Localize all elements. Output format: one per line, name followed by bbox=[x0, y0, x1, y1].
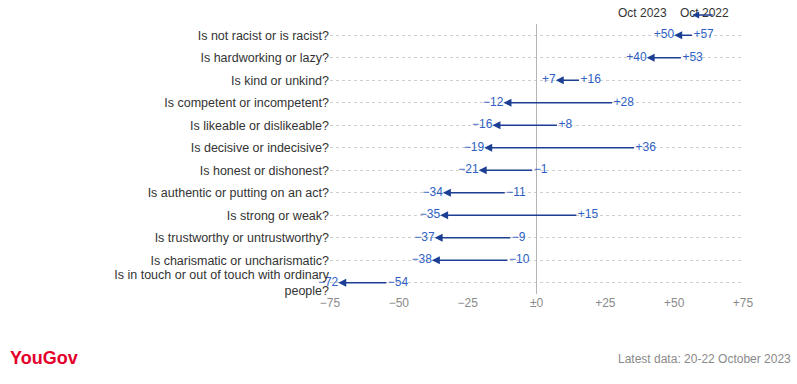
svg-text:Oct 2023: Oct 2023 bbox=[618, 6, 667, 20]
svg-text:Is charismatic or uncharismati: Is charismatic or uncharismatic? bbox=[150, 254, 329, 268]
svg-text:Is not racist or is racist?: Is not racist or is racist? bbox=[198, 29, 329, 43]
svg-text:−16: −16 bbox=[472, 117, 493, 131]
svg-text:+53: +53 bbox=[682, 50, 703, 64]
svg-text:Is likeable or dislikeable?: Is likeable or dislikeable? bbox=[190, 119, 329, 133]
svg-text:+25: +25 bbox=[595, 296, 616, 310]
svg-text:+75: +75 bbox=[733, 296, 754, 310]
svg-text:+8: +8 bbox=[559, 117, 573, 131]
svg-text:Is authentic or putting on an: Is authentic or putting on an act? bbox=[148, 186, 329, 200]
svg-text:+57: +57 bbox=[693, 27, 714, 41]
svg-text:+50: +50 bbox=[664, 296, 685, 310]
svg-text:+15: +15 bbox=[578, 207, 599, 221]
svg-text:+7: +7 bbox=[542, 72, 556, 86]
svg-text:−11: −11 bbox=[506, 185, 526, 199]
svg-text:−12: −12 bbox=[483, 95, 504, 109]
svg-text:Oct 2022: Oct 2022 bbox=[680, 6, 729, 20]
svg-text:+40: +40 bbox=[626, 50, 647, 64]
svg-text:−25: −25 bbox=[457, 296, 478, 310]
svg-text:Is kind or unkind?: Is kind or unkind? bbox=[231, 74, 329, 88]
svg-text:Latest data: 20-22 October 202: Latest data: 20-22 October 2023 bbox=[618, 352, 791, 366]
svg-text:−72: −72 bbox=[318, 275, 339, 289]
svg-text:±0: ±0 bbox=[530, 296, 544, 310]
svg-text:−10: −10 bbox=[509, 252, 530, 266]
svg-text:−19: −19 bbox=[464, 140, 485, 154]
svg-text:−50: −50 bbox=[389, 296, 410, 310]
svg-text:−1: −1 bbox=[534, 162, 548, 176]
svg-text:Is competent or incompetent?: Is competent or incompetent? bbox=[164, 96, 329, 110]
svg-text:Is honest or dishonest?: Is honest or dishonest? bbox=[200, 164, 329, 178]
svg-text:Is decisive or indecisive?: Is decisive or indecisive? bbox=[191, 141, 329, 155]
svg-text:+28: +28 bbox=[614, 95, 635, 109]
svg-text:YouGov: YouGov bbox=[10, 348, 78, 368]
svg-text:−35: −35 bbox=[420, 207, 441, 221]
svg-text:+36: +36 bbox=[636, 140, 657, 154]
svg-text:Is in touch or out of touch wi: Is in touch or out of touch with ordinar… bbox=[114, 268, 329, 298]
svg-text:−38: −38 bbox=[412, 252, 433, 266]
svg-text:Is strong or weak?: Is strong or weak? bbox=[227, 209, 329, 223]
svg-text:−37: −37 bbox=[414, 230, 435, 244]
svg-text:−9: −9 bbox=[512, 230, 526, 244]
svg-text:+50: +50 bbox=[654, 27, 675, 41]
svg-text:−75: −75 bbox=[320, 296, 341, 310]
svg-text:−21: −21 bbox=[458, 162, 479, 176]
svg-text:Is hardworking or lazy?: Is hardworking or lazy? bbox=[200, 51, 329, 65]
svg-text:Is trustworthy or untrustworth: Is trustworthy or untrustworthy? bbox=[155, 231, 329, 245]
svg-text:+16: +16 bbox=[581, 72, 602, 86]
svg-text:−34: −34 bbox=[423, 185, 444, 199]
svg-text:−54: −54 bbox=[388, 275, 409, 289]
